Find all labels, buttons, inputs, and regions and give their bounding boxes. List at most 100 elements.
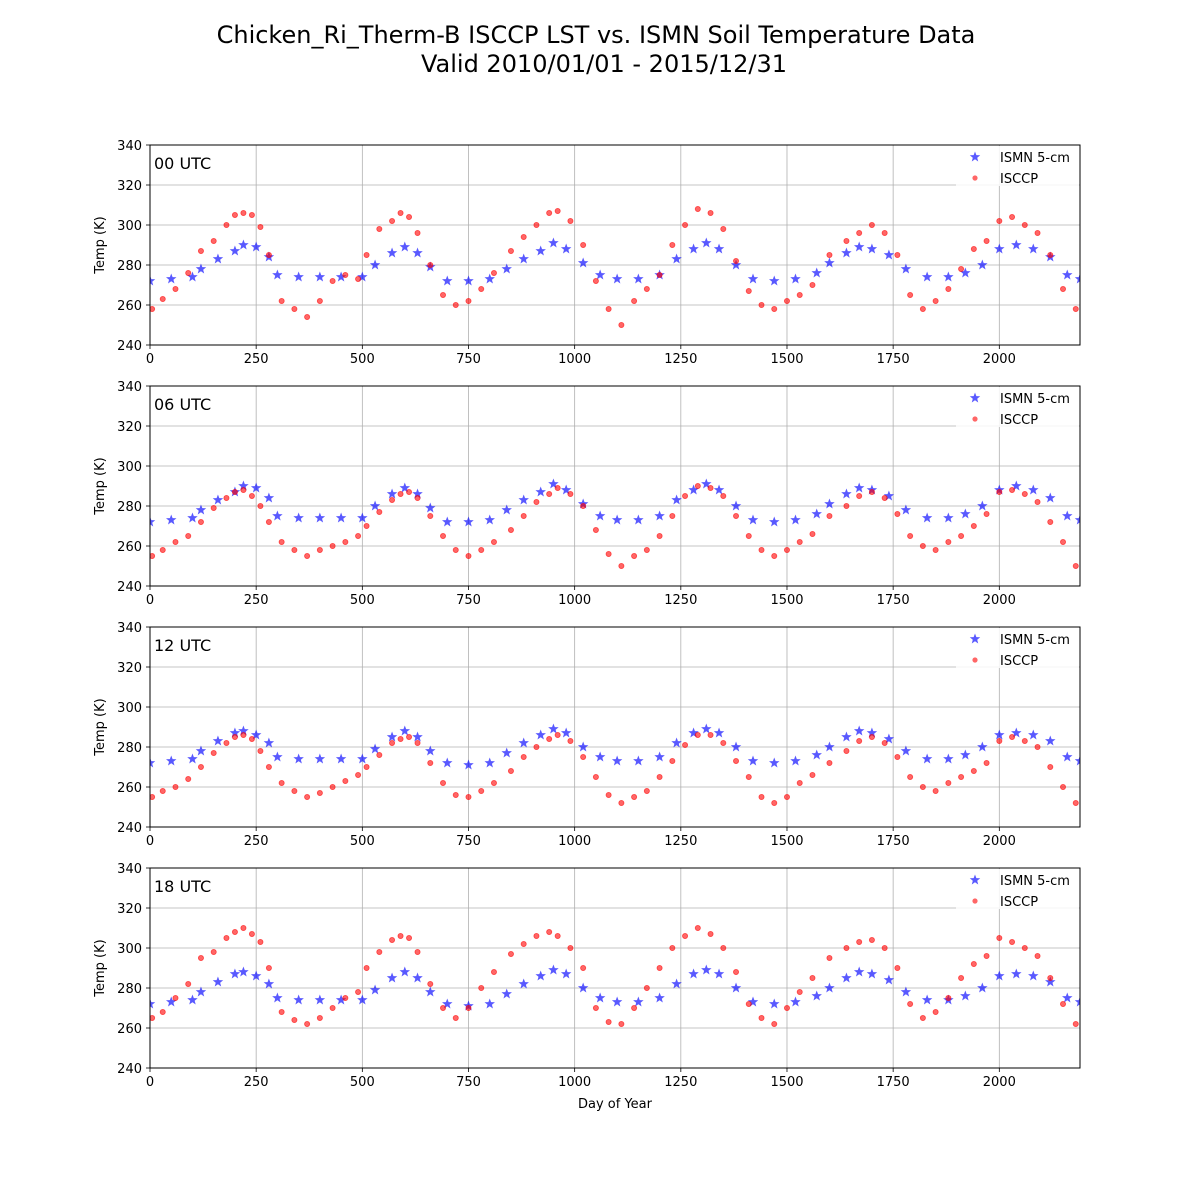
data-point-ismn <box>747 514 759 525</box>
data-point-ismn <box>293 753 304 764</box>
data-point-ismn <box>412 972 423 983</box>
plot-area <box>150 723 1080 807</box>
data-point-ismn <box>386 247 398 258</box>
data-point-ismn <box>611 755 623 766</box>
x-tick-label: 0 <box>146 352 154 367</box>
data-point-isccp <box>733 513 740 520</box>
data-point-isccp <box>1021 490 1028 497</box>
x-tick-label: 1750 <box>877 352 910 367</box>
x-tick-label: 1000 <box>558 593 591 608</box>
data-point-isccp <box>958 975 965 982</box>
data-point-isccp <box>490 969 497 976</box>
data-point-isccp <box>490 780 497 787</box>
data-point-ismn <box>229 245 241 256</box>
data-point-isccp <box>265 764 272 771</box>
data-point-ismn <box>1074 514 1080 525</box>
data-point-isccp <box>783 794 790 801</box>
data-point-ismn <box>442 998 453 1009</box>
data-point-isccp <box>197 764 204 771</box>
data-point-ismn <box>314 753 326 764</box>
data-point-isccp <box>265 519 272 526</box>
data-point-ismn <box>671 737 682 748</box>
axes-frame <box>149 867 1081 1069</box>
data-point-ismn <box>883 974 895 985</box>
data-point-isccp <box>210 750 217 757</box>
axes-frame <box>149 144 1081 346</box>
data-point-ismn <box>263 492 275 503</box>
data-point-isccp <box>580 241 587 248</box>
data-point-isccp <box>958 533 965 540</box>
data-point-isccp <box>881 740 888 747</box>
data-point-ismn <box>1011 727 1022 738</box>
data-point-ismn <box>994 729 1005 740</box>
data-point-ismn <box>212 253 224 264</box>
plot-area <box>150 478 1080 570</box>
y-axis-label: Temp (K) <box>93 698 108 756</box>
data-point-isccp <box>376 949 383 956</box>
y-tick-label: 300 <box>117 701 142 716</box>
data-point-isccp <box>248 931 255 938</box>
y-tick-label: 320 <box>117 179 142 194</box>
series-ismn-5-cm <box>150 478 1080 527</box>
data-point-isccp <box>694 732 701 739</box>
data-point-isccp <box>240 486 247 493</box>
data-point-ismn <box>701 478 712 489</box>
data-point-isccp <box>223 935 230 942</box>
y-tick-label: 260 <box>117 540 142 555</box>
x-tick-label: 750 <box>456 834 481 849</box>
data-point-isccp <box>669 513 676 520</box>
data-point-isccp <box>316 790 323 797</box>
data-point-ismn <box>369 500 381 511</box>
data-point-isccp <box>983 760 990 767</box>
data-point-isccp <box>150 553 156 559</box>
legend-circle-icon <box>972 898 978 904</box>
data-point-isccp <box>643 788 650 795</box>
data-point-isccp <box>210 237 217 244</box>
data-point-isccp <box>210 949 217 956</box>
data-point-ismn <box>633 514 644 525</box>
data-point-isccp <box>983 510 990 517</box>
data-point-isccp <box>533 498 540 505</box>
data-point-isccp <box>150 794 156 800</box>
data-point-isccp <box>291 547 298 554</box>
data-point-isccp <box>223 494 230 501</box>
data-point-ismn <box>442 757 453 768</box>
data-point-isccp <box>507 527 514 534</box>
data-point-ismn <box>314 271 326 282</box>
data-point-ismn <box>730 741 742 752</box>
data-point-ismn <box>841 731 852 742</box>
x-tick-label: 250 <box>244 352 269 367</box>
data-point-isccp <box>316 547 323 554</box>
axes-frame <box>149 385 1081 587</box>
legend: ISMN 5-cm ISCCP <box>956 628 1079 669</box>
data-point-isccp <box>618 321 625 328</box>
data-point-isccp <box>389 496 396 503</box>
data-point-ismn <box>357 994 368 1005</box>
x-tick-label: 0 <box>146 834 154 849</box>
data-point-isccp <box>720 945 727 952</box>
data-point-isccp <box>1060 285 1067 292</box>
data-point-isccp <box>826 513 833 520</box>
data-point-isccp <box>554 933 561 940</box>
data-point-isccp <box>868 221 875 228</box>
legend-star-icon <box>969 874 981 885</box>
legend: ISMN 5-cm ISCCP <box>956 387 1079 428</box>
data-point-ismn <box>548 723 559 734</box>
panel-label: 18 UTC <box>154 877 211 896</box>
data-point-ismn <box>577 257 589 268</box>
data-point-isccp <box>682 492 689 499</box>
data-point-isccp <box>185 533 192 540</box>
data-point-isccp <box>868 937 875 944</box>
data-point-isccp <box>656 774 663 781</box>
data-point-ismn <box>195 263 207 274</box>
data-point-ismn <box>790 273 801 284</box>
data-point-isccp <box>257 502 264 509</box>
y-tick-label: 300 <box>117 942 142 957</box>
data-point-isccp <box>809 281 816 288</box>
data-point-ismn <box>195 745 207 756</box>
data-point-isccp <box>427 760 434 767</box>
data-point-ismn <box>943 512 954 523</box>
data-point-isccp <box>970 768 977 775</box>
data-point-isccp <box>580 965 587 972</box>
data-point-isccp <box>414 494 421 501</box>
